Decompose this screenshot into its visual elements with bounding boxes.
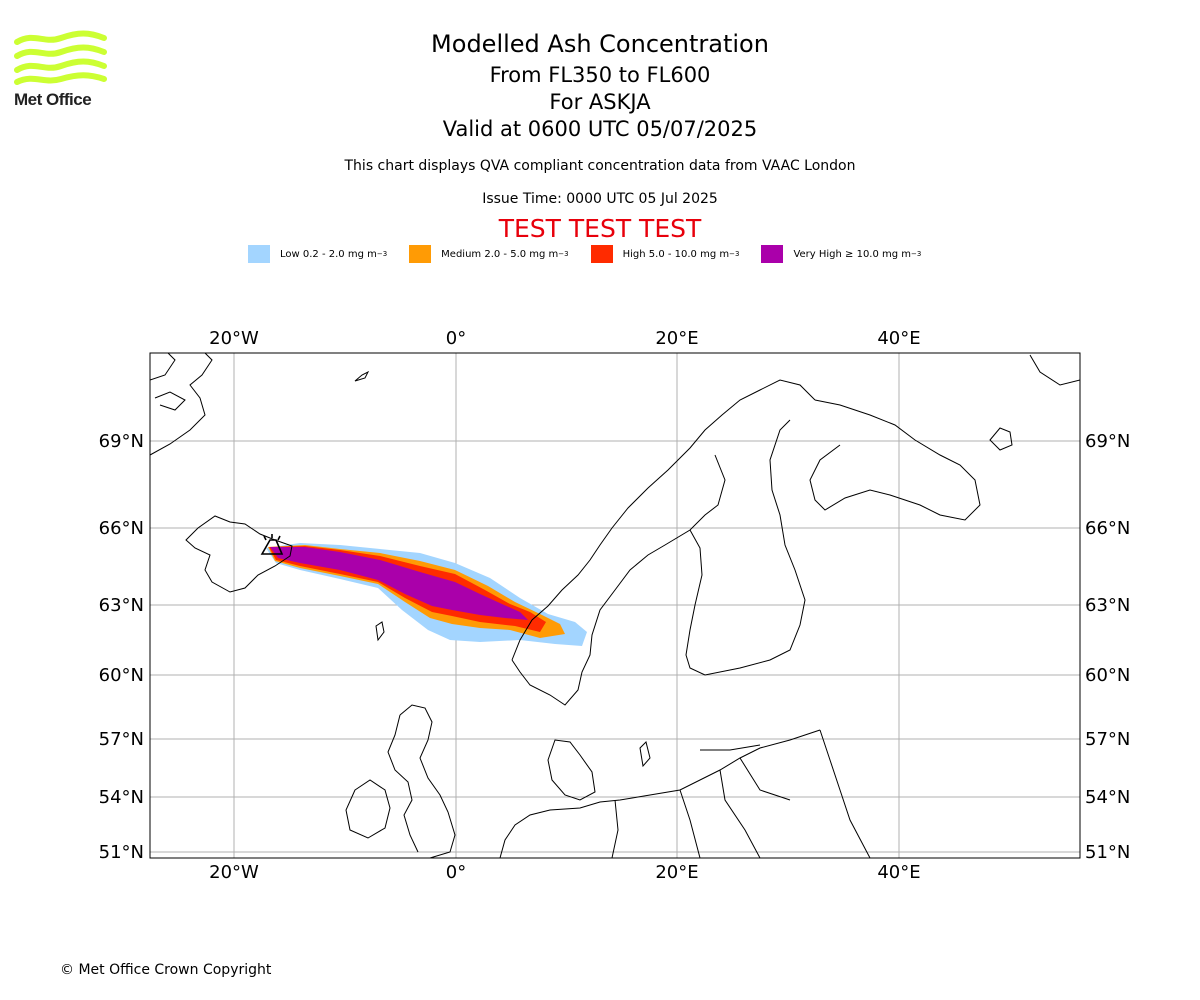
lon-label-bottom-40e: 40°E [877,862,920,883]
lat-label-left-51: 51°N [99,842,144,863]
lat-label-right-63: 63°N [1085,595,1130,616]
lat-label-right-51: 51°N [1085,842,1130,863]
gridlines [150,353,1080,858]
coastline-denmark [547,739,596,801]
lat-label-left-57: 57°N [99,729,144,750]
flight-levels: From FL350 to FL600 [489,63,711,87]
legend-label-very-high: Very High ≥ 10.0 mg m [793,248,912,260]
chart-title: Modelled Ash Concentration [431,30,769,58]
coastline-baltic [511,419,806,706]
lon-label-bottom-20w: 20°W [209,862,259,883]
coastline-jan-mayen [354,370,370,382]
lat-label-left-60: 60°N [99,665,144,686]
legend-item-low: Low 0.2 - 2.0 mg m −3 [248,245,387,263]
legend-swatch-low [248,245,270,263]
country-borders [611,729,871,858]
lat-label-left-63: 63°N [99,595,144,616]
map-frame [149,352,1081,859]
coastline-faroes [375,621,385,642]
lat-label-left-66: 66°N [99,518,144,539]
coastline-norway [511,379,816,661]
legend-label-high: High 5.0 - 10.0 mg m [622,248,730,260]
test-banner: TEST TEST TEST [498,214,702,243]
lon-label-top-40e: 40°E [877,328,920,349]
lat-label-right-69: 69°N [1085,431,1130,452]
coastline-gotland [639,741,651,768]
lon-label-top-20e: 20°E [655,328,698,349]
coastline-ireland [345,779,391,839]
lon-label-bottom-0: 0° [446,862,466,883]
lon-label-top-0: 0° [446,328,466,349]
map-plot-area [150,353,1080,858]
met-office-logo: Met Office [14,30,108,112]
met-office-waves-icon [14,30,107,85]
coastline-continent [499,729,821,858]
legend: Low 0.2 - 2.0 mg m −3 Medium 2.0 - 5.0 mg… [248,244,921,264]
coastlines [150,353,1080,858]
legend-unit-very-high: −3 [911,250,922,258]
legend-swatch-very-high [761,245,784,263]
issue-time: Issue Time: 0000 UTC 05 Jul 2025 [482,191,718,207]
legend-unit-high: −3 [729,250,740,258]
legend-unit-low: −3 [376,250,388,258]
lon-label-bottom-20e: 20°E [655,862,698,883]
valid-time: Valid at 0600 UTC 05/07/2025 [442,117,758,141]
ash-map: 20°W 0° 20°E 40°E 20°W 0° 20°E 40°E 69°N… [0,300,1200,900]
coastline-iceland [185,515,293,593]
legend-item-high: High 5.0 - 10.0 mg m −3 [590,245,740,263]
legend-item-medium: Medium 2.0 - 5.0 mg m −3 [409,245,569,263]
map-svg: 20°W 0° 20°E 40°E 20°W 0° 20°E 40°E 69°N… [99,328,1131,883]
coastline-great-britain [387,704,456,858]
ash-plume [266,543,587,646]
lon-label-top-20w: 20°W [209,328,259,349]
legend-swatch-high [590,245,613,263]
coastline-novaya-zemlya [989,354,1080,451]
coastline-greenland [150,353,213,456]
lat-label-right-66: 66°N [1085,518,1130,539]
lat-label-right-54: 54°N [1085,787,1130,808]
logo-text: Met Office [14,90,92,109]
coastline-kola [809,399,981,521]
copyright-notice: © Met Office Crown Copyright [60,962,272,978]
legend-unit-medium: −3 [558,250,569,258]
lat-label-left-69: 69°N [99,431,144,452]
lat-label-left-54: 54°N [99,787,144,808]
volcano-name: For ASKJA [549,90,651,114]
legend-swatch-medium [409,245,432,263]
ash-plume-very-high [270,547,528,620]
chart-description: This chart displays QVA compliant concen… [344,158,856,174]
legend-label-low: Low 0.2 - 2.0 mg m [280,248,377,260]
lat-label-right-57: 57°N [1085,729,1130,750]
legend-item-very-high: Very High ≥ 10.0 mg m −3 [761,245,921,263]
volcano-askja-icon [260,534,284,555]
lat-label-right-60: 60°N [1085,665,1130,686]
legend-label-medium: Medium 2.0 - 5.0 mg m [441,248,559,260]
